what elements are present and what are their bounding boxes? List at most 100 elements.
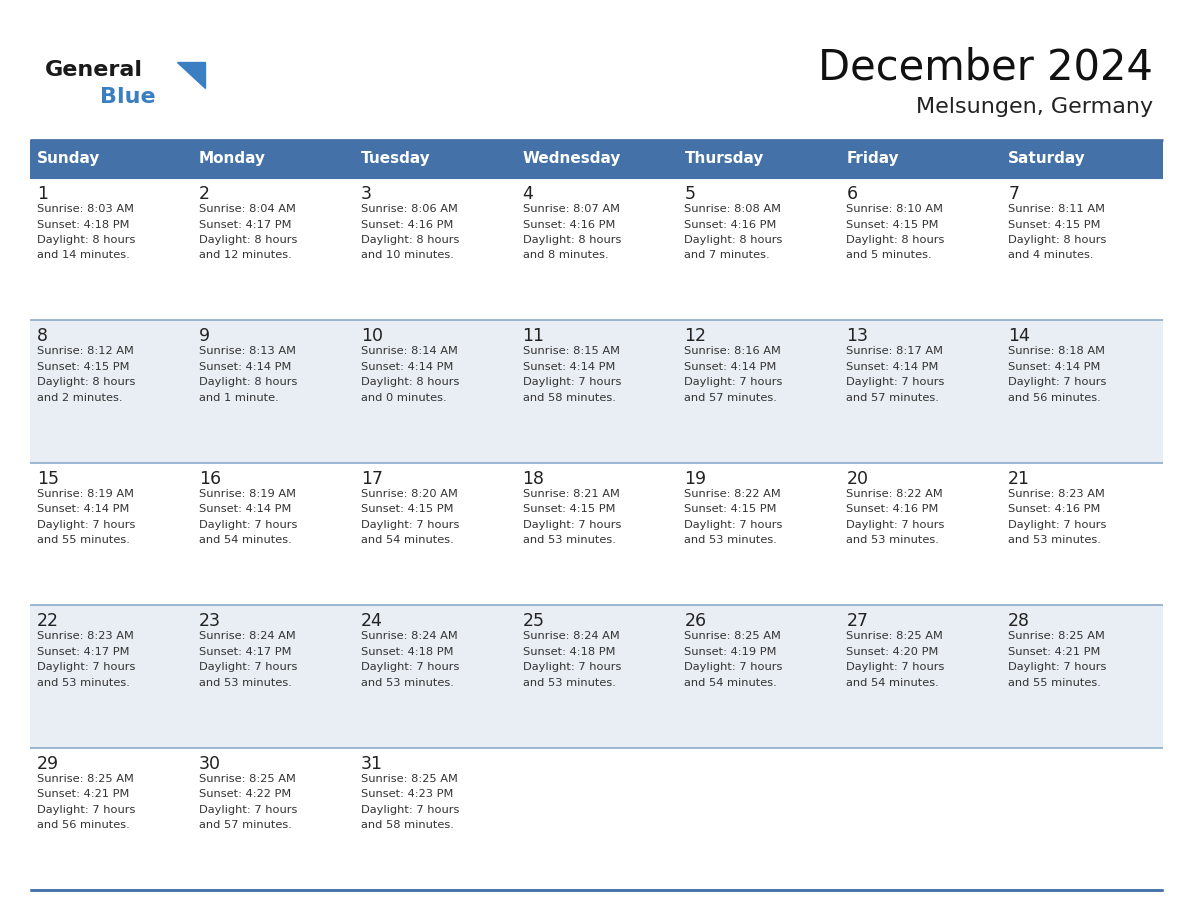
Text: Sunset: 4:16 PM: Sunset: 4:16 PM (846, 504, 939, 514)
Text: and 53 minutes.: and 53 minutes. (684, 535, 777, 545)
Text: 5: 5 (684, 185, 695, 203)
Text: Sunrise: 8:25 AM: Sunrise: 8:25 AM (846, 632, 943, 641)
Text: Sunrise: 8:22 AM: Sunrise: 8:22 AM (684, 488, 782, 498)
Text: Daylight: 7 hours: Daylight: 7 hours (1009, 662, 1106, 672)
Text: Sunrise: 8:24 AM: Sunrise: 8:24 AM (361, 632, 457, 641)
Bar (354, 140, 516, 178)
Text: 29: 29 (37, 755, 59, 773)
Text: Sunset: 4:14 PM: Sunset: 4:14 PM (37, 504, 129, 514)
Text: Daylight: 8 hours: Daylight: 8 hours (37, 235, 135, 245)
Text: 18: 18 (523, 470, 544, 487)
Text: and 54 minutes.: and 54 minutes. (684, 677, 777, 688)
Text: and 58 minutes.: and 58 minutes. (523, 393, 615, 403)
Text: Daylight: 7 hours: Daylight: 7 hours (198, 662, 297, 672)
Text: and 53 minutes.: and 53 minutes. (846, 535, 940, 545)
Text: Sunset: 4:15 PM: Sunset: 4:15 PM (684, 504, 777, 514)
Text: Sunrise: 8:25 AM: Sunrise: 8:25 AM (361, 774, 457, 784)
Bar (30, 320, 1163, 463)
Text: Friday: Friday (846, 151, 899, 166)
Text: and 54 minutes.: and 54 minutes. (198, 535, 291, 545)
Text: Daylight: 7 hours: Daylight: 7 hours (198, 804, 297, 814)
Text: Blue: Blue (100, 87, 156, 107)
Text: Sunrise: 8:23 AM: Sunrise: 8:23 AM (1009, 488, 1105, 498)
Text: and 54 minutes.: and 54 minutes. (846, 677, 939, 688)
Text: and 10 minutes.: and 10 minutes. (361, 251, 454, 261)
Text: 7: 7 (1009, 185, 1019, 203)
Text: and 58 minutes.: and 58 minutes. (361, 820, 454, 830)
Text: Sunset: 4:20 PM: Sunset: 4:20 PM (846, 646, 939, 656)
Text: 12: 12 (684, 328, 707, 345)
Bar (30, 747, 1163, 890)
Text: 21: 21 (1009, 470, 1030, 487)
Text: 15: 15 (37, 470, 59, 487)
Text: Daylight: 7 hours: Daylight: 7 hours (37, 804, 135, 814)
Text: 3: 3 (361, 185, 372, 203)
Text: Sunrise: 8:24 AM: Sunrise: 8:24 AM (523, 632, 619, 641)
Text: Sunrise: 8:18 AM: Sunrise: 8:18 AM (1009, 346, 1105, 356)
Text: Daylight: 8 hours: Daylight: 8 hours (198, 235, 297, 245)
Text: Melsungen, Germany: Melsungen, Germany (916, 97, 1154, 117)
Bar (839, 140, 1001, 178)
Text: and 57 minutes.: and 57 minutes. (198, 820, 292, 830)
Text: Daylight: 7 hours: Daylight: 7 hours (361, 804, 459, 814)
Text: 8: 8 (37, 328, 48, 345)
Bar (30, 178, 1163, 320)
Text: Sunrise: 8:11 AM: Sunrise: 8:11 AM (1009, 204, 1105, 214)
Text: Tuesday: Tuesday (361, 151, 430, 166)
Text: 22: 22 (37, 612, 59, 630)
Text: Sunrise: 8:03 AM: Sunrise: 8:03 AM (37, 204, 134, 214)
Text: and 54 minutes.: and 54 minutes. (361, 535, 454, 545)
Text: Sunset: 4:15 PM: Sunset: 4:15 PM (846, 219, 939, 230)
Text: and 57 minutes.: and 57 minutes. (846, 393, 940, 403)
Text: and 53 minutes.: and 53 minutes. (523, 535, 615, 545)
Text: Thursday: Thursday (684, 151, 764, 166)
Text: Sunrise: 8:13 AM: Sunrise: 8:13 AM (198, 346, 296, 356)
Text: and 55 minutes.: and 55 minutes. (37, 535, 129, 545)
Text: Sunday: Sunday (37, 151, 100, 166)
Bar (191, 140, 354, 178)
Text: 16: 16 (198, 470, 221, 487)
Text: Daylight: 7 hours: Daylight: 7 hours (846, 520, 944, 530)
Text: Sunset: 4:17 PM: Sunset: 4:17 PM (198, 646, 291, 656)
Text: Sunset: 4:18 PM: Sunset: 4:18 PM (37, 219, 129, 230)
Text: Sunset: 4:21 PM: Sunset: 4:21 PM (37, 789, 129, 799)
Text: and 53 minutes.: and 53 minutes. (361, 677, 454, 688)
Text: Sunset: 4:16 PM: Sunset: 4:16 PM (1009, 504, 1100, 514)
Text: Daylight: 8 hours: Daylight: 8 hours (523, 235, 621, 245)
Text: and 56 minutes.: and 56 minutes. (37, 820, 129, 830)
Text: Sunset: 4:14 PM: Sunset: 4:14 PM (523, 362, 615, 372)
Text: Sunrise: 8:25 AM: Sunrise: 8:25 AM (1009, 632, 1105, 641)
Text: Sunset: 4:21 PM: Sunset: 4:21 PM (1009, 646, 1100, 656)
Text: 1: 1 (37, 185, 48, 203)
Text: and 53 minutes.: and 53 minutes. (198, 677, 292, 688)
Text: Daylight: 7 hours: Daylight: 7 hours (684, 662, 783, 672)
Text: Daylight: 7 hours: Daylight: 7 hours (1009, 377, 1106, 387)
Text: Sunset: 4:16 PM: Sunset: 4:16 PM (684, 219, 777, 230)
Text: 27: 27 (846, 612, 868, 630)
Text: Sunset: 4:14 PM: Sunset: 4:14 PM (846, 362, 939, 372)
Text: Daylight: 7 hours: Daylight: 7 hours (361, 662, 459, 672)
Text: Daylight: 7 hours: Daylight: 7 hours (684, 377, 783, 387)
Text: 6: 6 (846, 185, 858, 203)
Text: 17: 17 (361, 470, 383, 487)
Text: and 8 minutes.: and 8 minutes. (523, 251, 608, 261)
Text: 24: 24 (361, 612, 383, 630)
Text: Daylight: 7 hours: Daylight: 7 hours (1009, 520, 1106, 530)
Text: and 14 minutes.: and 14 minutes. (37, 251, 129, 261)
Bar (677, 140, 839, 178)
Text: Sunrise: 8:08 AM: Sunrise: 8:08 AM (684, 204, 782, 214)
Text: 14: 14 (1009, 328, 1030, 345)
Text: Daylight: 8 hours: Daylight: 8 hours (37, 377, 135, 387)
Text: Sunrise: 8:23 AM: Sunrise: 8:23 AM (37, 632, 134, 641)
Text: Sunset: 4:19 PM: Sunset: 4:19 PM (684, 646, 777, 656)
Text: Sunset: 4:18 PM: Sunset: 4:18 PM (361, 646, 453, 656)
Text: Daylight: 8 hours: Daylight: 8 hours (1009, 235, 1106, 245)
Text: Sunset: 4:14 PM: Sunset: 4:14 PM (1009, 362, 1100, 372)
Text: Daylight: 8 hours: Daylight: 8 hours (198, 377, 297, 387)
Text: 2: 2 (198, 185, 210, 203)
Text: Sunrise: 8:20 AM: Sunrise: 8:20 AM (361, 488, 457, 498)
Text: and 5 minutes.: and 5 minutes. (846, 251, 931, 261)
Text: Sunset: 4:23 PM: Sunset: 4:23 PM (361, 789, 453, 799)
Text: Sunset: 4:15 PM: Sunset: 4:15 PM (1009, 219, 1100, 230)
Text: 20: 20 (846, 470, 868, 487)
